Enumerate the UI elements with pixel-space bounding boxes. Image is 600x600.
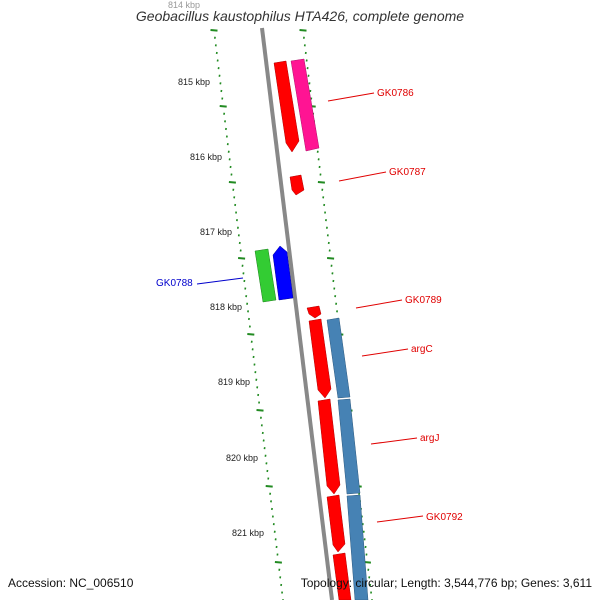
gene-gk0788-green-bar[interactable] [254,248,277,303]
leader-line-gk0786 [327,92,375,102]
ruler-major-tick [238,257,246,260]
gene-label-argc[interactable]: argC [411,344,433,355]
leader-line-gk0789 [355,299,403,309]
leader-line-gk0788 [196,277,244,285]
ruler-major-tick [247,333,255,336]
ruler-major-tick [228,181,236,184]
gene-argc-arrow[interactable] [308,318,332,399]
leader-line-gk0787 [338,171,387,182]
ruler-major-tick [327,257,335,260]
ruler-major-tick [219,105,227,108]
accession-label: Accession: NC_006510 [8,576,134,590]
genome-summary-label: Topology: circular; Length: 3,544,776 bp… [300,576,592,590]
gene-gk0788-blue-arrow[interactable] [272,245,294,301]
gene-gk0787-arrow[interactable] [289,174,305,196]
gene-label-gk0789[interactable]: GK0789 [405,295,442,306]
gene-gk0789-arrow[interactable] [306,305,322,319]
kbp-label-820: 820 kbp [226,453,258,463]
gene-leader-lines [196,92,424,523]
kbp-label-819: 819 kbp [218,377,250,387]
gene-argj-arrow[interactable] [317,398,341,495]
leader-line-argc [361,348,409,357]
ruler-major-tick [256,409,264,412]
gene-gk0786-arrow[interactable] [273,60,300,153]
gene-steelblue-bar-1[interactable] [326,317,351,399]
kbp-label-817: 817 kbp [200,227,232,237]
genome-title: Geobacillus kaustophilus HTA426, complet… [135,8,465,24]
gene-steelblue-bar-2[interactable] [337,398,361,495]
leader-line-argj [370,437,418,445]
gene-labels: GK0786 GK0787 GK0788 GK0789 argC argJ GK… [156,88,463,523]
kbp-labels: 814 kbp 815 kbp 816 kbp 817 kbp 818 kbp … [168,0,264,538]
leader-line-gk0792 [376,515,424,523]
kbp-label-821: 821 kbp [232,528,264,538]
genome-backbone [260,27,334,600]
ruler-major-tick [274,561,282,564]
gene-steelblue-bar-3[interactable] [346,494,369,600]
gene-next-red-bar[interactable] [332,552,352,600]
kbp-label-814: 814 kbp [168,0,200,10]
gene-gk0792-arrow[interactable] [326,494,346,553]
kbp-label-816: 816 kbp [190,152,222,162]
gene-label-gk0786[interactable]: GK0786 [377,88,414,99]
ruler-major-tick [299,29,307,32]
gene-label-argj[interactable]: argJ [420,433,439,444]
gene-features [254,58,369,600]
gene-label-gk0792[interactable]: GK0792 [426,512,463,523]
kbp-label-815: 815 kbp [178,77,210,87]
gene-label-gk0787[interactable]: GK0787 [389,167,426,178]
kbp-label-818: 818 kbp [210,302,242,312]
gene-label-gk0788[interactable]: GK0788 [156,278,193,289]
ruler-major-tick [210,29,218,32]
gene-gk0786-pink-arrow[interactable] [290,58,320,152]
ruler-major-tick [265,485,273,488]
ruler-major-tick [317,181,325,184]
